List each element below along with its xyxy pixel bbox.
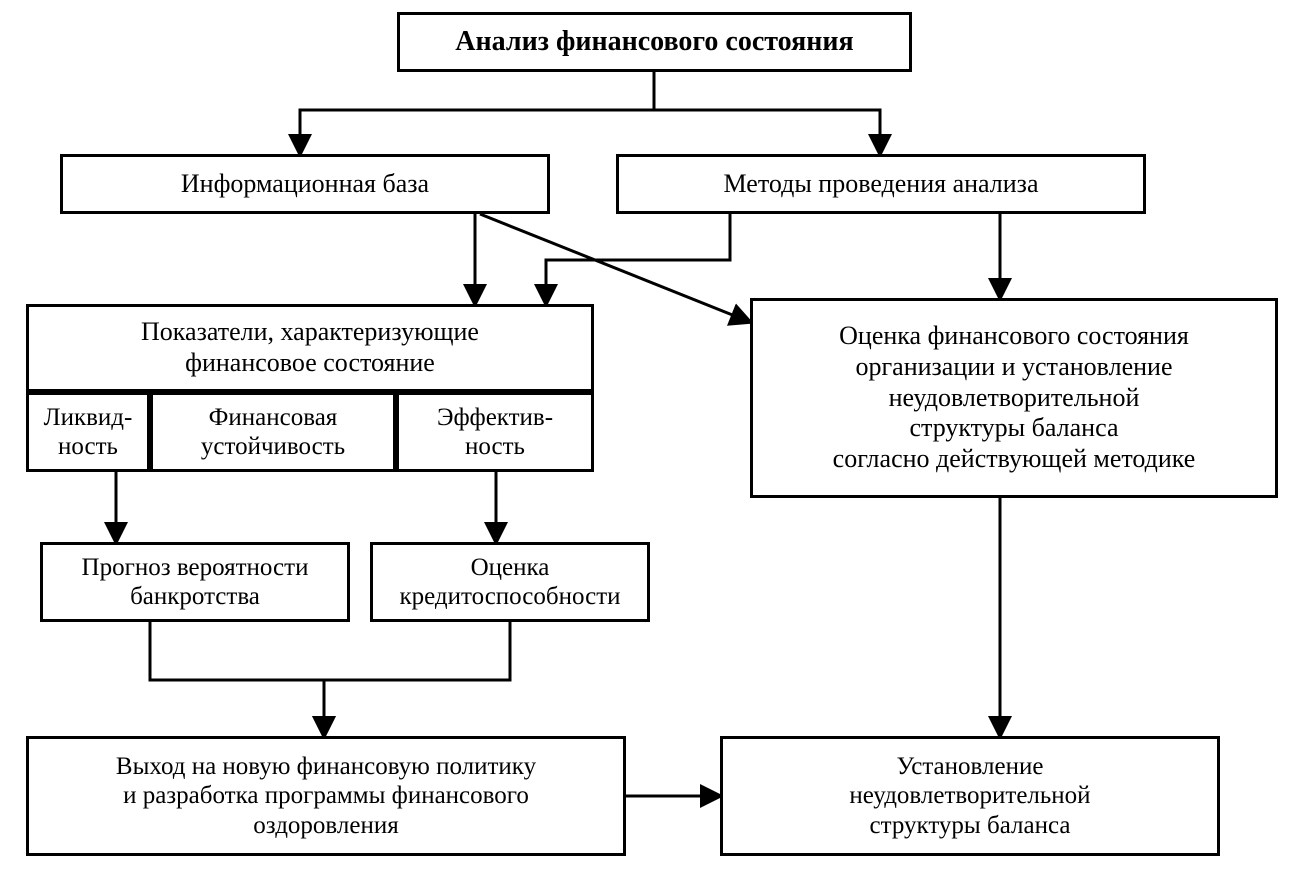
node-efficiency-label: Эффектив-ность bbox=[437, 403, 553, 462]
node-establish: Установлениенеудовлетворительнойструктур… bbox=[720, 736, 1220, 856]
node-fin-stability-label: Финансоваяустойчивость bbox=[201, 403, 345, 462]
node-info-base: Информационная база bbox=[60, 154, 550, 214]
node-liquidity: Ликвид-ность bbox=[26, 392, 150, 472]
node-policy-label: Выход на новую финансовую политикуи разр… bbox=[116, 752, 536, 841]
node-policy: Выход на новую финансовую политикуи разр… bbox=[26, 736, 626, 856]
node-liquidity-label: Ликвид-ность bbox=[44, 403, 133, 462]
node-efficiency: Эффектив-ность bbox=[396, 392, 594, 472]
node-establish-label: Установлениенеудовлетворительнойструктур… bbox=[849, 752, 1090, 841]
node-title: Анализ финансового состояния bbox=[397, 12, 912, 72]
node-credit: Оценкакредитоспособности bbox=[370, 542, 650, 622]
node-methods-label: Методы проведения анализа bbox=[724, 169, 1039, 200]
node-assessment-label: Оценка финансового состоянияорганизации … bbox=[833, 321, 1196, 474]
node-fin-stability: Финансоваяустойчивость bbox=[150, 392, 396, 472]
edge-title-to-methods bbox=[654, 72, 880, 154]
node-title-label: Анализ финансового состояния bbox=[455, 25, 853, 58]
edge-title-to-info_base bbox=[300, 72, 654, 154]
node-bankruptcy-label: Прогноз вероятностибанкротства bbox=[82, 553, 309, 612]
node-indicators-label: Показатели, характеризующиефинансовое со… bbox=[141, 317, 479, 378]
edge-bankruptcy-to-policy bbox=[150, 622, 324, 736]
edge-methods-to-indicators bbox=[546, 214, 730, 304]
node-info-base-label: Информационная база bbox=[181, 169, 429, 200]
node-indicators: Показатели, характеризующиефинансовое со… bbox=[26, 304, 594, 392]
node-assessment: Оценка финансового состоянияорганизации … bbox=[750, 298, 1278, 498]
node-methods: Методы проведения анализа bbox=[616, 154, 1146, 214]
edge-credit-to-policy bbox=[324, 622, 510, 736]
flowchart-canvas: Анализ финансового состояния Информацион… bbox=[0, 0, 1298, 878]
node-credit-label: Оценкакредитоспособности bbox=[399, 553, 620, 612]
node-bankruptcy: Прогноз вероятностибанкротства bbox=[40, 542, 350, 622]
